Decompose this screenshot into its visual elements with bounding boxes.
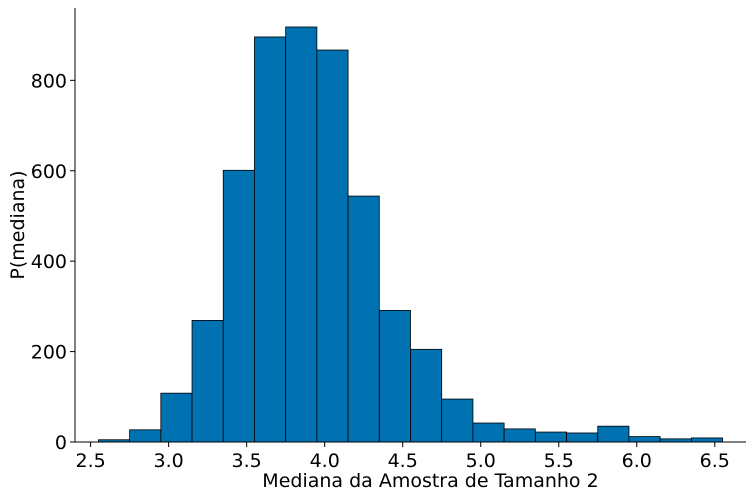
x-tick-label: 6.5 [700,450,730,472]
histogram-bar [222,169,255,443]
histogram-bar [316,49,349,443]
histogram-bar [566,432,599,443]
histogram-bar [534,431,567,443]
x-axis-label: Mediana da Amostra de Tamanho 2 [262,470,598,492]
y-axis-label: P(mediana) [7,170,29,279]
y-tick-label: 800 [31,70,67,92]
histogram-bar [129,429,162,443]
x-tick-label: 4.0 [310,450,340,472]
histogram-bars [98,26,723,443]
histogram-bar [410,348,443,443]
histogram-bar [254,36,287,443]
x-tick-label: 5.5 [544,450,574,472]
x-tick-label: 4.5 [388,450,418,472]
x-axis-ticks: 2.5 3.0 3.5 4.0 4.5 5.0 5.5 6.0 6.5 [75,442,730,472]
histogram-bar [628,436,661,443]
histogram-bar [441,398,474,443]
y-tick-label: 0 [55,432,67,454]
y-tick-label: 600 [31,161,67,183]
x-tick-label: 2.5 [75,450,105,472]
x-tick-label: 6.0 [622,450,652,472]
x-tick-label: 3.5 [232,450,262,472]
x-tick-label: 5.0 [466,450,496,472]
histogram-bar [690,437,723,443]
histogram-bar [160,392,193,443]
histogram-bar [285,26,318,443]
histogram-bar [347,195,380,443]
histogram-bar [597,425,630,443]
x-tick-label: 3.0 [154,450,184,472]
y-tick-label: 400 [31,251,67,273]
y-tick-label: 200 [31,342,67,364]
histogram-bar [503,428,536,443]
histogram-bar [378,310,411,443]
histogram-bar [472,422,505,443]
histogram-bar [191,319,224,443]
y-axis-ticks: 0 200 400 600 800 [31,70,75,454]
